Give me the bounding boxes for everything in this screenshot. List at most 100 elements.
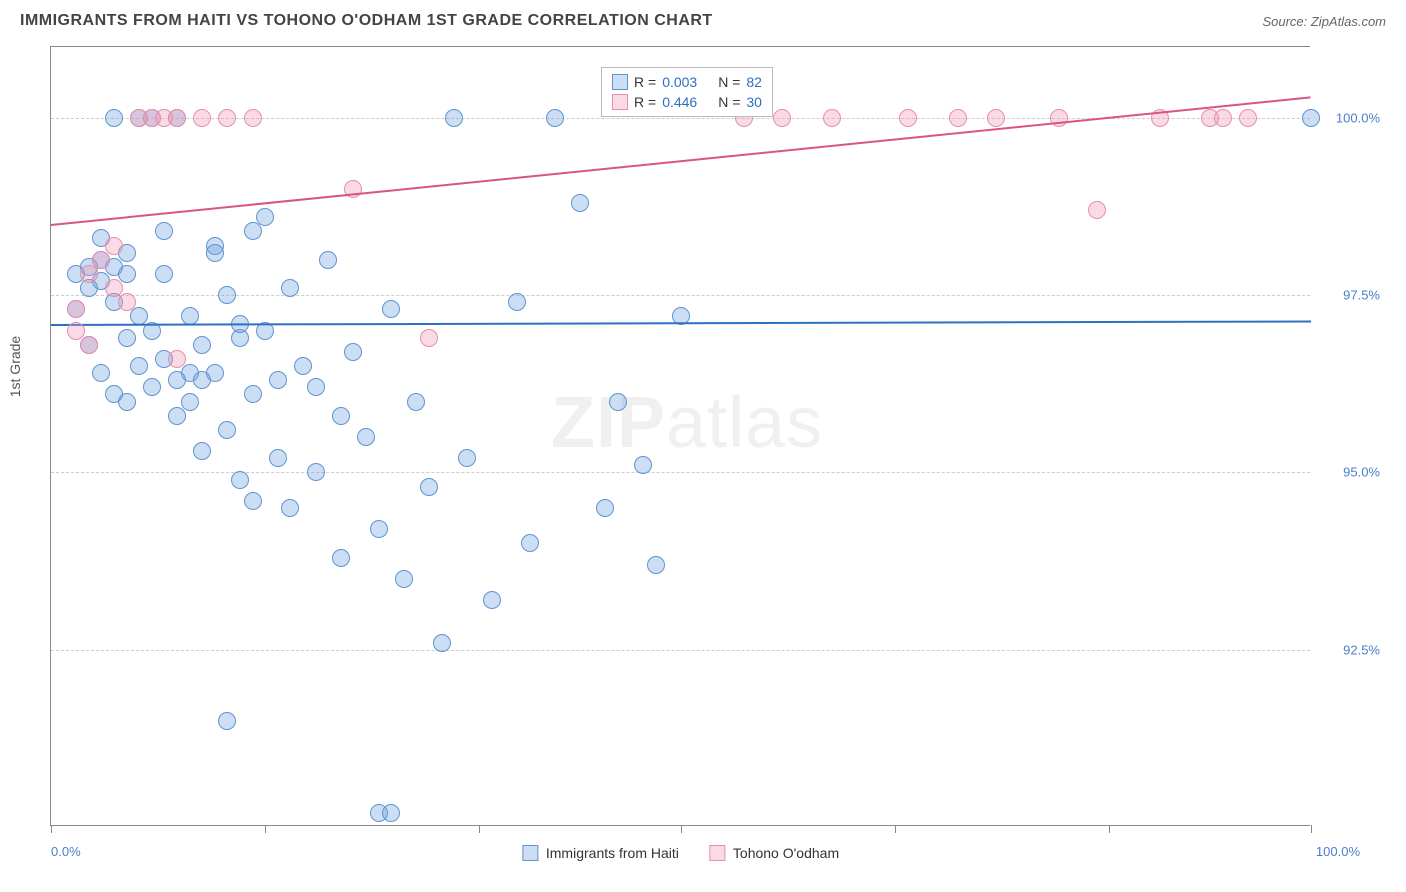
scatter-point <box>344 343 362 361</box>
scatter-point <box>244 492 262 510</box>
legend-swatch <box>612 94 628 110</box>
n-value: 82 <box>746 74 762 90</box>
scatter-point <box>155 222 173 240</box>
scatter-point <box>92 251 110 269</box>
scatter-point <box>181 393 199 411</box>
scatter-point <box>773 109 791 127</box>
scatter-point <box>67 300 85 318</box>
scatter-point <box>118 393 136 411</box>
scatter-point <box>244 109 262 127</box>
scatter-point <box>105 237 123 255</box>
legend-swatch <box>522 845 538 861</box>
scatter-point <box>80 336 98 354</box>
scatter-point <box>244 385 262 403</box>
scatter-point <box>307 463 325 481</box>
scatter-point <box>571 194 589 212</box>
scatter-point <box>143 378 161 396</box>
scatter-point <box>269 449 287 467</box>
plot-area: ZIPatlas 92.5%95.0%97.5%100.0%0.0%100.0%… <box>50 46 1310 826</box>
legend-item: Immigrants from Haiti <box>522 845 679 861</box>
scatter-point <box>508 293 526 311</box>
n-label: N = <box>718 94 740 110</box>
scatter-point <box>281 499 299 517</box>
y-tick-label: 100.0% <box>1320 110 1380 125</box>
scatter-point <box>634 456 652 474</box>
scatter-point <box>382 804 400 822</box>
scatter-point <box>899 109 917 127</box>
legend-row: R =0.003N =82 <box>612 72 762 92</box>
scatter-point <box>332 407 350 425</box>
y-tick-label: 95.0% <box>1320 465 1380 480</box>
scatter-point <box>206 244 224 262</box>
scatter-point <box>1239 109 1257 127</box>
scatter-point <box>445 109 463 127</box>
scatter-point <box>609 393 627 411</box>
scatter-point <box>546 109 564 127</box>
scatter-point <box>319 251 337 269</box>
scatter-point <box>332 549 350 567</box>
scatter-point <box>168 350 186 368</box>
series-legend: Immigrants from Haiti Tohono O'odham <box>522 845 839 861</box>
x-tick <box>681 825 682 833</box>
legend-item: Tohono O'odham <box>709 845 839 861</box>
scatter-point <box>130 357 148 375</box>
scatter-point <box>155 265 173 283</box>
scatter-point <box>294 357 312 375</box>
scatter-point <box>420 329 438 347</box>
y-tick-label: 97.5% <box>1320 288 1380 303</box>
scatter-point <box>407 393 425 411</box>
r-label: R = <box>634 74 656 90</box>
scatter-point <box>168 407 186 425</box>
x-tick <box>479 825 480 833</box>
legend-swatch <box>612 74 628 90</box>
scatter-point <box>1302 109 1320 127</box>
scatter-point <box>118 329 136 347</box>
scatter-point <box>218 421 236 439</box>
legend-label: Immigrants from Haiti <box>546 845 679 861</box>
legend-row: R =0.446N =30 <box>612 92 762 112</box>
scatter-point <box>823 109 841 127</box>
watermark: ZIPatlas <box>551 382 823 464</box>
x-tick-label: 0.0% <box>51 844 81 859</box>
gridline <box>51 295 1310 296</box>
scatter-point <box>80 265 98 283</box>
y-tick-label: 92.5% <box>1320 642 1380 657</box>
scatter-point <box>357 428 375 446</box>
scatter-point <box>1214 109 1232 127</box>
correlation-legend: R =0.003N =82R =0.446N =30 <box>601 67 773 117</box>
scatter-point <box>193 442 211 460</box>
scatter-point <box>433 634 451 652</box>
chart-title: IMMIGRANTS FROM HAITI VS TOHONO O'ODHAM … <box>20 12 713 30</box>
scatter-point <box>118 293 136 311</box>
source-label: Source: ZipAtlas.com <box>1262 14 1386 29</box>
y-axis-label: 1st Grade <box>7 336 23 397</box>
r-value: 0.003 <box>662 74 712 90</box>
scatter-point <box>118 265 136 283</box>
x-tick <box>895 825 896 833</box>
scatter-point <box>420 478 438 496</box>
scatter-point <box>92 364 110 382</box>
scatter-point <box>105 109 123 127</box>
scatter-point <box>596 499 614 517</box>
scatter-point <box>218 286 236 304</box>
scatter-point <box>256 208 274 226</box>
gridline <box>51 118 1310 119</box>
n-value: 30 <box>746 94 762 110</box>
x-tick <box>265 825 266 833</box>
x-tick <box>51 825 52 833</box>
scatter-point <box>521 534 539 552</box>
scatter-point <box>382 300 400 318</box>
scatter-point <box>193 336 211 354</box>
scatter-point <box>483 591 501 609</box>
scatter-point <box>218 109 236 127</box>
scatter-point <box>218 712 236 730</box>
scatter-point <box>458 449 476 467</box>
scatter-point <box>1088 201 1106 219</box>
scatter-point <box>370 520 388 538</box>
x-tick <box>1311 825 1312 833</box>
scatter-point <box>193 109 211 127</box>
gridline <box>51 650 1310 651</box>
r-value: 0.446 <box>662 94 712 110</box>
x-tick-label: 100.0% <box>1316 844 1360 859</box>
legend-swatch <box>709 845 725 861</box>
